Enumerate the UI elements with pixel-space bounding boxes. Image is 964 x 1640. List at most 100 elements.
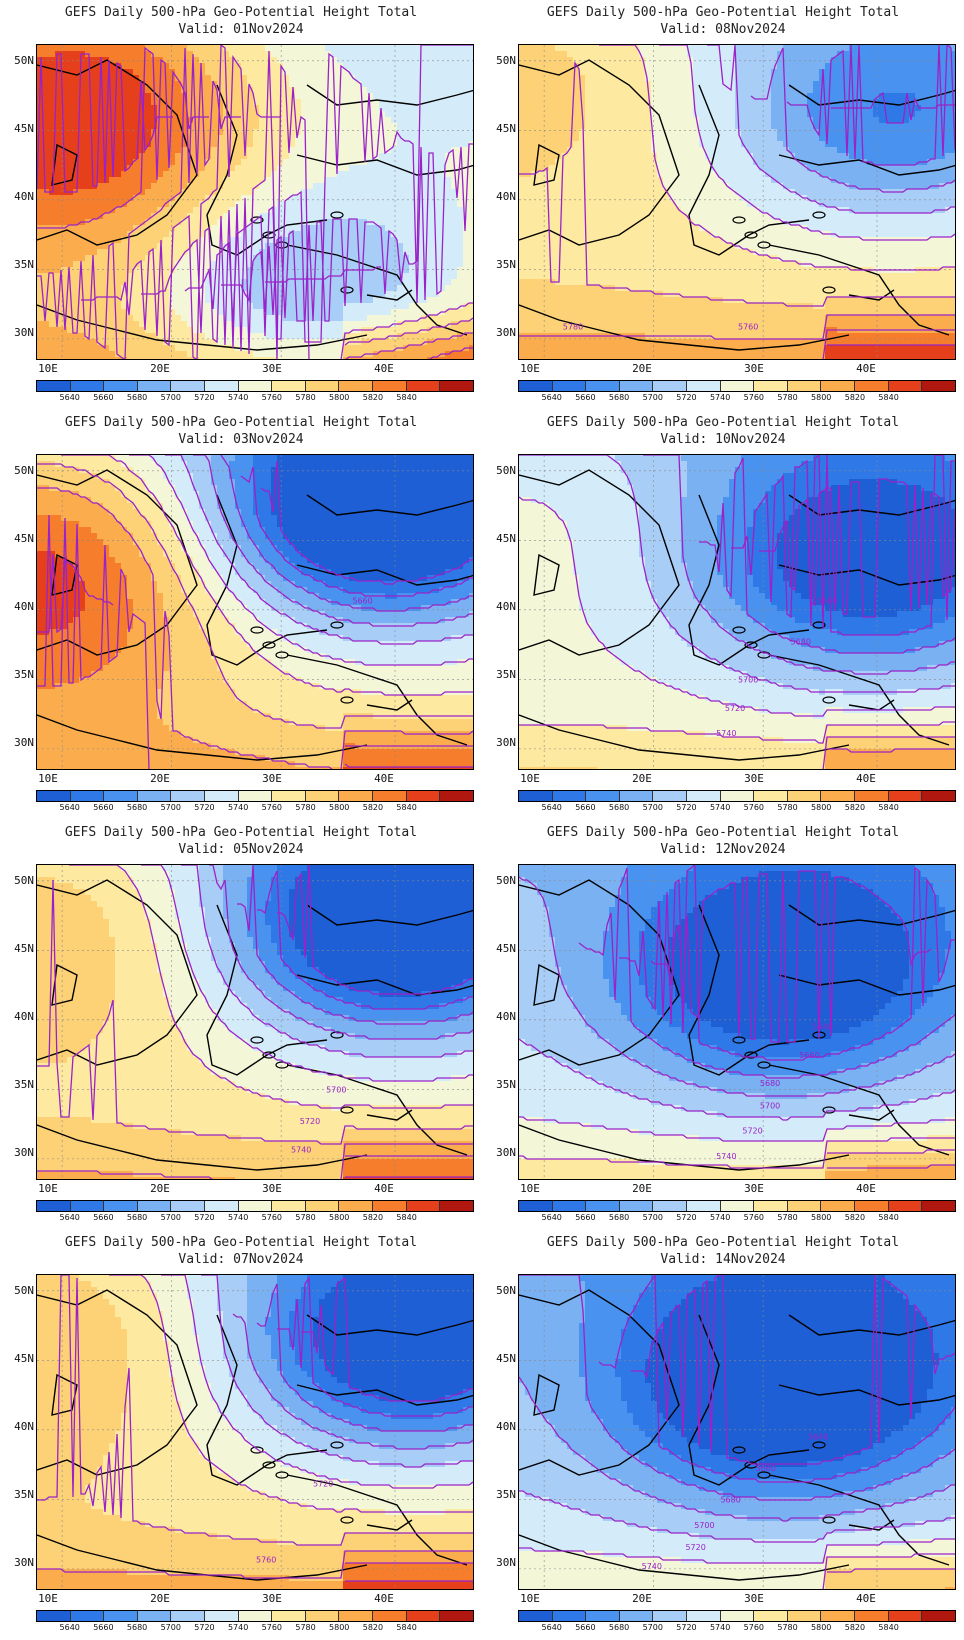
colorbar-swatch xyxy=(37,791,71,801)
colorbar-swatch xyxy=(37,1611,71,1621)
colorbar-swatch xyxy=(205,1201,239,1211)
coastline xyxy=(206,904,328,1076)
colorbar-label: 5720 xyxy=(194,1623,214,1632)
longitude-label: 30E xyxy=(262,362,282,375)
height-map: 5700 5720 5740 xyxy=(36,864,474,1180)
island-outline xyxy=(744,641,758,649)
colorbar-label: 5800 xyxy=(329,393,349,402)
colorbar-label: 5740 xyxy=(710,803,730,812)
longitude-label: 10E xyxy=(520,362,540,375)
colorbar xyxy=(36,1200,474,1212)
colorbar-label: 5820 xyxy=(845,393,865,402)
colorbar-swatch xyxy=(373,1611,407,1621)
contour-line xyxy=(240,466,473,597)
coastline xyxy=(519,1289,680,1476)
coastline xyxy=(296,154,473,176)
colorbar-swatch xyxy=(171,1611,206,1621)
colorbar-swatch xyxy=(855,791,889,801)
colorbar-label: 5820 xyxy=(363,1213,383,1222)
latitude-label: 35N xyxy=(2,668,34,681)
contour-line xyxy=(344,317,473,346)
contour-line xyxy=(659,45,955,241)
coastline xyxy=(366,699,413,711)
coastline xyxy=(296,974,473,996)
contour-line xyxy=(598,1275,955,1483)
panel-title: GEFS Daily 500-hPa Geo-Potential Height … xyxy=(0,4,482,38)
colorbar-label: 5660 xyxy=(575,1213,595,1222)
colorbar-swatch xyxy=(653,1201,688,1211)
colorbar-swatch xyxy=(171,791,206,801)
contour-label: 5720 xyxy=(313,1480,333,1489)
coastline xyxy=(688,1314,810,1486)
longitude-label: 30E xyxy=(262,1592,282,1605)
contour-label: 5640 xyxy=(812,1022,832,1031)
latitude-label: 45N xyxy=(2,1352,34,1365)
island-outline xyxy=(275,1471,289,1479)
longitude-label: 20E xyxy=(632,1182,652,1195)
colorbar-label: 5740 xyxy=(228,393,248,402)
contour-label: 5640 xyxy=(808,1432,828,1441)
colorbar-label: 5640 xyxy=(60,1623,80,1632)
colorbar-swatch xyxy=(552,791,587,801)
longitude-label: 20E xyxy=(632,362,652,375)
colorbar-swatch xyxy=(339,1611,374,1621)
colorbar-label: 5680 xyxy=(609,393,629,402)
latitude-label: 30N xyxy=(484,1556,516,1569)
contour-line xyxy=(37,47,241,359)
contour-line xyxy=(141,865,473,1082)
island-outline xyxy=(250,216,264,224)
latitude-label: 35N xyxy=(484,1488,516,1501)
colorbar-label: 5700 xyxy=(161,1623,181,1632)
colorbar-label: 5840 xyxy=(878,1213,898,1222)
contour-line xyxy=(619,865,955,1061)
coastline xyxy=(688,84,810,256)
colorbar-label: 5660 xyxy=(93,803,113,812)
contour-line xyxy=(277,865,473,995)
contour-line xyxy=(519,1116,955,1142)
latitude-label: 30N xyxy=(484,326,516,339)
colorbar-label: 5840 xyxy=(878,803,898,812)
colorbar-swatch xyxy=(586,1201,620,1211)
coastline xyxy=(306,494,473,516)
latitude-label: 50N xyxy=(2,54,34,67)
height-map: 5660 xyxy=(36,454,474,770)
island-outline xyxy=(330,211,344,219)
island-outline xyxy=(822,1106,836,1114)
valid-prefix: Valid: xyxy=(660,842,715,857)
colorbar xyxy=(518,1200,956,1212)
longitude-label: 10E xyxy=(520,1182,540,1195)
colorbar-label: 5780 xyxy=(295,803,315,812)
island-outline xyxy=(330,1441,344,1449)
colorbar-swatch xyxy=(238,1201,273,1211)
coastline xyxy=(37,1124,368,1171)
colorbar-label: 5680 xyxy=(609,1213,629,1222)
colorbar-swatch xyxy=(205,381,239,391)
island-outline xyxy=(275,1061,289,1069)
colorbar-label: 5800 xyxy=(811,803,831,812)
contour-line xyxy=(193,455,473,627)
valid-date: 08Nov2024 xyxy=(715,22,785,37)
coastline xyxy=(778,974,955,996)
colorbar-swatch xyxy=(305,1611,340,1621)
colorbar-swatch xyxy=(619,381,654,391)
colorbar-swatch xyxy=(754,1611,788,1621)
colorbar-label: 5760 xyxy=(262,1213,282,1222)
colorbar-label: 5760 xyxy=(262,393,282,402)
longitude-label: 30E xyxy=(744,772,764,785)
latitude-label: 35N xyxy=(484,668,516,681)
panel-title: GEFS Daily 500-hPa Geo-Potential Height … xyxy=(0,414,482,448)
forecast-panel: GEFS Daily 500-hPa Geo-Potential Height … xyxy=(482,1230,964,1640)
coastline xyxy=(519,879,680,1066)
colorbar-label: 5740 xyxy=(710,1623,730,1632)
height-map: 5640 5660 5680 5700 5720 5740 xyxy=(518,864,956,1180)
colorbar-swatch xyxy=(922,1611,955,1621)
island-outline xyxy=(757,241,771,249)
colorbar-swatch xyxy=(272,381,306,391)
colorbar-swatch xyxy=(137,1611,172,1621)
colorbar-label: 5700 xyxy=(161,803,181,812)
colorbar-label: 5680 xyxy=(609,1623,629,1632)
contour-line xyxy=(37,1275,473,1546)
coastline xyxy=(778,154,955,176)
colorbar-swatch xyxy=(406,791,441,801)
latitude-label: 40N xyxy=(2,190,34,203)
